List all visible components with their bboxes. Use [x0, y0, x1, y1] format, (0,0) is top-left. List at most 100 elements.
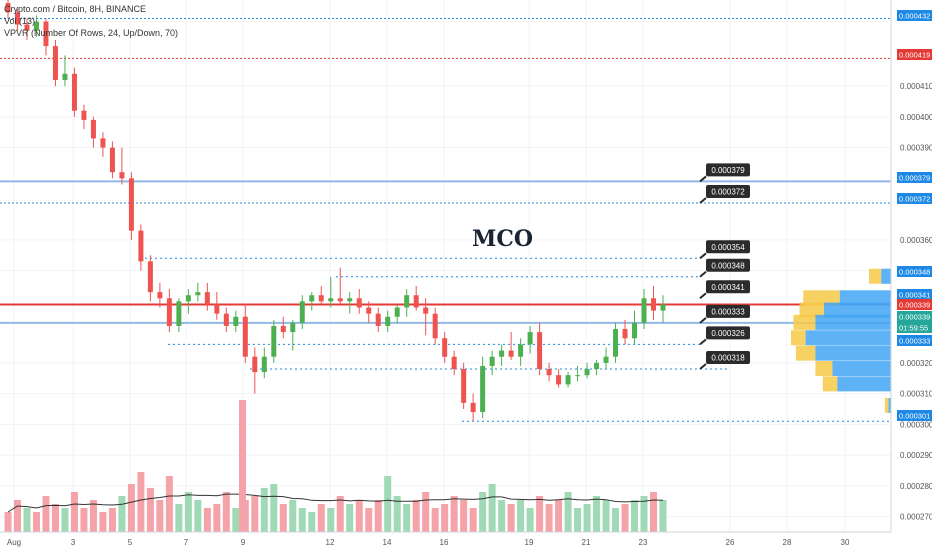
x-axis[interactable]: Aug 3 5 7 9 12 14 16 19 21 23 26 28 30: [0, 531, 932, 550]
price-label-pointer: [699, 338, 707, 346]
candle-body: [556, 375, 562, 385]
volume-bar: [298, 508, 306, 532]
candle-body: [375, 313, 381, 326]
candle-body: [423, 307, 429, 314]
volume-bar: [355, 500, 363, 532]
axis-badge-bg: [897, 10, 932, 21]
volume-bar: [621, 504, 629, 532]
price-label-box: [706, 326, 750, 340]
axis-badge-text: 0.000432: [899, 12, 930, 21]
volume-bar: [42, 496, 50, 532]
volume-bar: [239, 400, 246, 532]
candle-body: [489, 356, 495, 366]
candle-body: [271, 325, 277, 357]
symbol-title[interactable]: Crypto.com / Bitcoin, 8H, BINANCE: [4, 4, 147, 14]
candle-body: [233, 316, 239, 326]
volume-bar: [488, 484, 496, 532]
price-label-callout: 0.000354: [699, 240, 750, 260]
candle-body: [5, 3, 11, 13]
candle-body: [394, 307, 400, 317]
y-axis[interactable]: 0.000270 0.000280 0.000290 0.000300 0.000310…: [890, 0, 932, 550]
vpvr-row-up: [815, 345, 891, 361]
volume-bar: [61, 508, 69, 532]
axis-badge-bg: [897, 322, 932, 333]
y-tick-label: 0.000320: [900, 359, 932, 368]
volume-bar: [346, 504, 354, 532]
axis-badge-bg: [897, 299, 932, 310]
candle-body: [280, 325, 286, 333]
price-label-text: 0.000354: [711, 243, 745, 252]
axis-price-badge: 0.000341: [897, 289, 932, 300]
axis-price-badge: 0.000333: [897, 335, 932, 346]
axis-badge-bg: [897, 311, 932, 322]
volume-bar: [89, 500, 97, 532]
volume-bar: [194, 500, 202, 532]
x-tick-label: 26: [726, 538, 735, 547]
volume-bar: [403, 504, 411, 532]
volume-bar: [156, 500, 164, 532]
volume-bar: [526, 508, 534, 532]
price-label-callout: 0.000348: [699, 258, 750, 278]
y-tick-label: 0.000360: [900, 236, 932, 245]
vpvr-row-down: [803, 290, 840, 306]
candle-body: [527, 332, 533, 345]
candle-body: [261, 356, 267, 373]
candle-body: [204, 292, 210, 305]
candle-body: [641, 298, 647, 323]
price-label-text: 0.000333: [711, 307, 745, 316]
volume-bars: [4, 400, 667, 532]
volume-indicator-label[interactable]: Vol (13): [4, 16, 36, 26]
price-label-pointer: [699, 292, 707, 300]
axis-price-badge: 0.000372: [897, 193, 932, 204]
volume-bar: [602, 500, 610, 532]
volume-bar: [422, 492, 430, 532]
candle-body: [442, 338, 448, 357]
axis-price-badge: 0.000432: [897, 10, 932, 21]
vpvr-row-up: [805, 330, 891, 346]
volume-bar: [270, 484, 278, 532]
vpvr-indicator-label[interactable]: VPVR (Number Of Rows, 24, Up/Down, 70): [4, 28, 179, 38]
price-label-box: [706, 258, 750, 272]
volume-bar: [479, 492, 487, 532]
vpvr-row-up: [815, 314, 891, 330]
vpvr-row-up: [881, 268, 891, 284]
volume-bar: [13, 500, 21, 532]
volume-bar: [251, 496, 259, 532]
price-label-pointer: [699, 197, 707, 204]
volume-bar: [583, 504, 591, 532]
volume-bar: [70, 492, 78, 532]
volume-bar: [165, 476, 173, 532]
axis-badge-bg: [897, 335, 932, 346]
vpvr-row-down: [795, 345, 816, 361]
vpvr-row-up: [888, 397, 891, 413]
volume-bar: [32, 512, 40, 532]
candle-body: [33, 21, 39, 31]
volume-moving-average-line: [7, 493, 664, 513]
axis-badge-bg: [897, 172, 932, 183]
axis-badge-text: 0.000419: [899, 51, 930, 60]
candle-body: [157, 292, 163, 299]
x-tick-label: 30: [841, 538, 850, 547]
volume-bar: [175, 504, 183, 532]
vpvr-row-down: [815, 361, 833, 377]
vpvr-row-up: [839, 290, 891, 306]
candle-body: [470, 402, 476, 413]
candle-body: [366, 307, 372, 314]
volume-bar: [659, 500, 667, 532]
price-label-box: [706, 304, 750, 318]
axis-badge-text: 0.000341: [899, 291, 930, 300]
candle-body: [660, 304, 666, 311]
vpvr-row-down: [791, 330, 806, 346]
axis-badge-bg: [897, 289, 932, 300]
x-tick-label: 21: [582, 538, 591, 547]
volume-bar: [336, 496, 344, 532]
volume-bar: [555, 500, 563, 532]
axis-price-badge: 01:59:55: [897, 322, 932, 333]
chart-annotation-text[interactable]: MCO: [472, 226, 534, 252]
price-label-pointer: [699, 317, 707, 324]
axis-badge-bg: [897, 410, 932, 421]
y-tick-label: 0.000280: [900, 482, 932, 491]
volume-bar: [118, 496, 126, 532]
